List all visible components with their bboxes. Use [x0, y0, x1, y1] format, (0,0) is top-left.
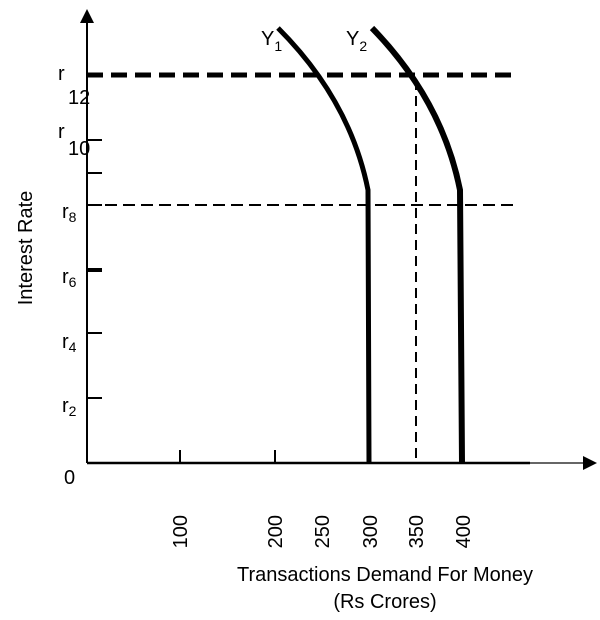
- curve-label-sub: 1: [274, 38, 282, 54]
- curve-label: Y2: [346, 28, 367, 54]
- y-tick-label-base: r: [62, 266, 69, 288]
- x-tick-marks: [179, 450, 276, 463]
- y-tick-marks: [87, 74, 102, 399]
- y-tick-label-sub: 6: [69, 274, 77, 290]
- y-axis-label: Interest Rate: [15, 191, 37, 306]
- y-tick-label-base: r: [62, 201, 69, 223]
- x-tick-label: 350: [406, 515, 428, 548]
- x-axis-label: (Rs Crores): [333, 591, 436, 613]
- demand-curve: [369, 25, 465, 464]
- y-tick-label-sub: 2: [69, 403, 77, 419]
- curve-label-sub: 2: [359, 38, 367, 54]
- y-tick-label: r: [58, 63, 65, 85]
- x-tick-label: 400: [453, 515, 475, 548]
- x-axis-label: Transactions Demand For Money: [237, 564, 533, 586]
- y-tick-label: r8: [62, 201, 77, 225]
- x-tick-label: 300: [360, 515, 382, 548]
- demand-curve: [276, 26, 372, 464]
- y-tick-label-sub: 12: [68, 87, 90, 109]
- y-tick-label: r4: [62, 331, 77, 355]
- y-tick-label-sub: 8: [69, 209, 77, 225]
- x-tick-label: 200: [265, 515, 287, 548]
- curve-label-base: Y: [346, 28, 359, 50]
- origin-label: 0: [64, 467, 75, 489]
- curve-label: Y1: [261, 28, 282, 54]
- x-tick-label: 100: [170, 515, 192, 548]
- y-tick-label: r: [58, 121, 65, 143]
- y-tick-label-base: r: [62, 331, 69, 353]
- curve-label-base: Y: [261, 28, 274, 50]
- y-tick-label-sub: 4: [69, 339, 77, 355]
- y-tick-label-sub: 10: [68, 138, 90, 160]
- x-tick-label: 250: [312, 515, 334, 548]
- y-tick-label-base: r: [62, 395, 69, 417]
- y-tick-label: r2: [62, 395, 77, 419]
- y-tick-label: r6: [62, 266, 77, 290]
